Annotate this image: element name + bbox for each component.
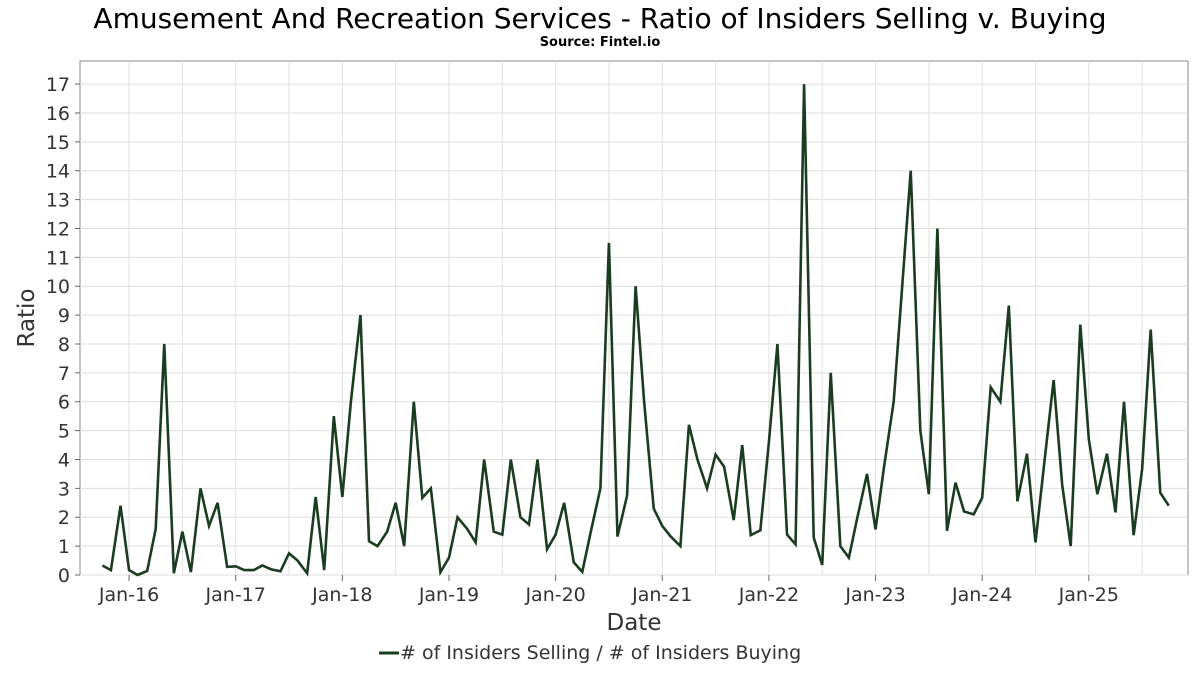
x-tick-label: Jan-25 <box>1058 584 1119 606</box>
x-axis-title: Date <box>607 610 662 636</box>
series-line <box>101 84 1170 577</box>
y-axis-title: Ratio <box>14 288 40 347</box>
legend: # of Insiders Selling / # of Insiders Bu… <box>379 642 801 664</box>
x-tick-label: Jan-21 <box>631 584 692 606</box>
y-tick-label: 12 <box>46 218 70 240</box>
x-tick-label: Jan-19 <box>418 584 479 606</box>
y-tick-label: 4 <box>58 449 70 471</box>
x-tick-label: Jan-18 <box>311 584 372 606</box>
y-tick-label: 3 <box>58 478 70 500</box>
legend-label: # of Insiders Selling / # of Insiders Bu… <box>400 642 801 664</box>
x-tick-label: Jan-23 <box>844 584 905 606</box>
y-tick-label: 0 <box>58 565 70 587</box>
x-tick-label: Jan-24 <box>951 584 1012 606</box>
y-tick-label: 13 <box>46 190 70 212</box>
x-axis: Jan-16 Jan-17 Jan-18 Jan-19 Jan-20 Jan-21 Jan-… <box>98 575 1119 606</box>
y-tick-label: 6 <box>58 392 70 414</box>
y-tick-label: 5 <box>58 421 70 443</box>
x-tick-label: Jan-22 <box>738 584 799 606</box>
y-tick-label: 10 <box>46 276 70 298</box>
y-tick-label: 11 <box>46 247 70 269</box>
y-tick-label: 7 <box>58 363 70 385</box>
y-tick-label: 16 <box>46 103 70 125</box>
y-tick-label: 17 <box>46 74 70 96</box>
chart-subtitle: Source: Fintel.io <box>539 35 661 50</box>
y-tick-label: 2 <box>58 507 70 529</box>
y-tick-label: 9 <box>58 305 70 327</box>
chart-title: Amusement And Recreation Services - Rati… <box>93 2 1107 35</box>
x-tick-label: Jan-16 <box>98 584 159 606</box>
series-layer <box>101 84 1170 577</box>
x-tick-label: Jan-17 <box>205 584 266 606</box>
y-tick-label: 1 <box>58 536 70 558</box>
y-tick-label: 8 <box>58 334 70 356</box>
y-tick-label: 14 <box>46 161 70 183</box>
y-tick-label: 15 <box>46 132 70 154</box>
x-tick-label: Jan-20 <box>524 584 585 606</box>
